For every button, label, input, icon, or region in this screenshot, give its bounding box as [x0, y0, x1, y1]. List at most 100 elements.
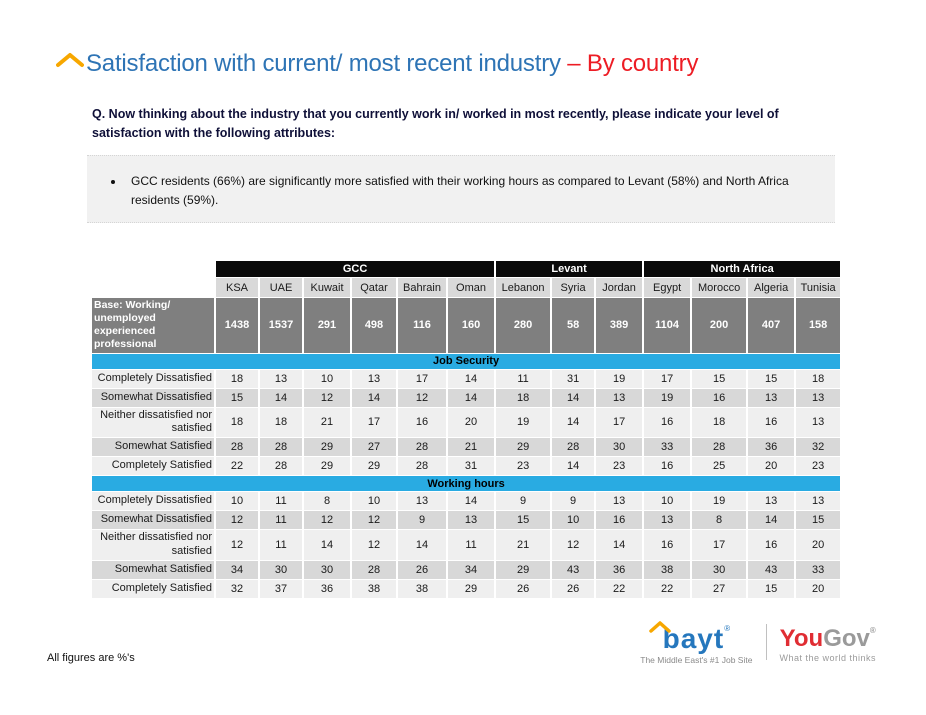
cell-bahrain: 26 — [398, 560, 446, 579]
cell-uae: 28 — [260, 457, 302, 475]
table-row: Completely Dissatisfied 18 13 10 13 17 14 11 31 1… — [92, 369, 841, 388]
country-header-ksa: KSA — [216, 278, 258, 297]
cell-qatar: 10 — [352, 492, 396, 510]
yougov-logo-gov: Gov — [823, 625, 870, 652]
base-value-qatar: 498 — [352, 298, 396, 353]
yougov-logo: YouGov® What the world thinks — [779, 625, 876, 664]
cell-egypt: 10 — [644, 492, 691, 510]
base-value-uae: 1537 — [260, 298, 302, 353]
cell-ksa: 34 — [216, 560, 258, 579]
cell-tunisia: 13 — [796, 388, 841, 407]
yougov-tagline: What the world thinks — [779, 653, 876, 663]
cell-algeria: 15 — [748, 369, 795, 388]
cell-ksa: 28 — [216, 438, 258, 456]
cell-oman: 34 — [448, 560, 495, 579]
cell-kuwait: 21 — [304, 407, 350, 437]
cell-uae: 18 — [260, 407, 302, 437]
cell-syria: 26 — [552, 579, 595, 598]
bayt-logo-chevron-icon — [648, 621, 671, 637]
region-header-gcc: GCC — [216, 261, 495, 277]
cell-qatar: 14 — [352, 388, 396, 407]
cell-syria: 43 — [552, 560, 595, 579]
cell-lebanon: 18 — [496, 388, 551, 407]
bayt-tagline: The Middle East's #1 Job Site — [640, 655, 753, 665]
bayt-logo-text: bayt — [662, 623, 725, 654]
base-value-algeria: 407 — [748, 298, 795, 353]
cell-tunisia: 20 — [796, 579, 841, 598]
cell-syria: 14 — [552, 457, 595, 475]
base-value-oman: 160 — [448, 298, 495, 353]
cell-morocco: 30 — [692, 560, 747, 579]
cell-bahrain: 38 — [398, 579, 446, 598]
region-header-levant: Levant — [496, 261, 643, 277]
cell-ksa: 32 — [216, 579, 258, 598]
table-row: Completely Satisfied 22 28 29 29 28 31 23 14 23 16… — [92, 457, 841, 475]
cell-algeria: 15 — [748, 579, 795, 598]
cell-egypt: 16 — [644, 457, 691, 475]
cell-morocco: 8 — [692, 511, 747, 529]
base-value-bahrain: 116 — [398, 298, 446, 353]
cell-lebanon: 26 — [496, 579, 551, 598]
cell-ksa: 18 — [216, 369, 258, 388]
cell-lebanon: 29 — [496, 560, 551, 579]
cell-algeria: 13 — [748, 388, 795, 407]
cell-jordan: 13 — [596, 388, 643, 407]
base-value-kuwait: 291 — [304, 298, 350, 353]
cell-qatar: 27 — [352, 438, 396, 456]
cell-lebanon: 23 — [496, 457, 551, 475]
cell-bahrain: 12 — [398, 388, 446, 407]
cell-oman: 13 — [448, 511, 495, 529]
cell-uae: 13 — [260, 369, 302, 388]
table-body: Base: Working/ unemployed experienced pr… — [92, 298, 841, 598]
cell-lebanon: 11 — [496, 369, 551, 388]
cell-uae: 11 — [260, 492, 302, 510]
cell-uae: 14 — [260, 388, 302, 407]
cell-egypt: 38 — [644, 560, 691, 579]
table-row: Somewhat Dissatisfied 15 14 12 14 12 14 18 14 13 1… — [92, 388, 841, 407]
row-label: Completely Dissatisfied — [92, 369, 214, 388]
row-label: Somewhat Satisfied — [92, 438, 214, 456]
cell-jordan: 13 — [596, 492, 643, 510]
section-header-working-hours: Working hours — [92, 476, 841, 491]
country-header-syria: Syria — [552, 278, 595, 297]
cell-syria: 9 — [552, 492, 595, 510]
cell-morocco: 28 — [692, 438, 747, 456]
cell-egypt: 16 — [644, 407, 691, 437]
table-row: Completely Satisfied 32 37 36 38 38 29 26 26 22 22… — [92, 579, 841, 598]
country-header-uae: UAE — [260, 278, 302, 297]
cell-qatar: 28 — [352, 560, 396, 579]
footnote: All figures are %'s — [47, 652, 135, 664]
base-value-morocco: 200 — [692, 298, 747, 353]
cell-ksa: 12 — [216, 530, 258, 560]
cell-jordan: 14 — [596, 530, 643, 560]
cell-egypt: 16 — [644, 530, 691, 560]
cell-qatar: 13 — [352, 369, 396, 388]
corner-cell — [92, 278, 214, 297]
country-header-egypt: Egypt — [644, 278, 691, 297]
country-header-oman: Oman — [448, 278, 495, 297]
cell-tunisia: 18 — [796, 369, 841, 388]
footer-logos: bayt® The Middle East's #1 Job Site YouG… — [640, 621, 876, 666]
cell-kuwait: 29 — [304, 438, 350, 456]
row-label: Completely Satisfied — [92, 457, 214, 475]
cell-tunisia: 15 — [796, 511, 841, 529]
cell-morocco: 17 — [692, 530, 747, 560]
cell-oman: 31 — [448, 457, 495, 475]
cell-jordan: 22 — [596, 579, 643, 598]
cell-algeria: 13 — [748, 492, 795, 510]
data-table: GCC Levant North Africa KSA UAE Kuwait Qatar Ba… — [90, 260, 842, 599]
country-header-algeria: Algeria — [748, 278, 795, 297]
base-value-lebanon: 280 — [496, 298, 551, 353]
cell-egypt: 13 — [644, 511, 691, 529]
section-header-row: Working hours — [92, 476, 841, 491]
cell-bahrain: 28 — [398, 457, 446, 475]
cell-tunisia: 13 — [796, 407, 841, 437]
cell-kuwait: 10 — [304, 369, 350, 388]
cell-bahrain: 28 — [398, 438, 446, 456]
cell-kuwait: 12 — [304, 388, 350, 407]
cell-qatar: 12 — [352, 530, 396, 560]
row-label: Completely Dissatisfied — [92, 492, 214, 510]
corner-cell — [92, 261, 214, 277]
cell-bahrain: 14 — [398, 530, 446, 560]
page-title-main: Satisfaction with current/ most recent i… — [86, 50, 568, 77]
